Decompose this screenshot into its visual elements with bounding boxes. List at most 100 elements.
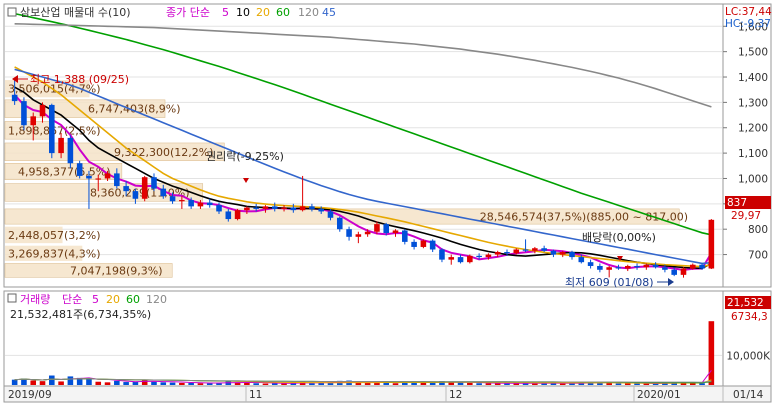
volume-bar-68	[643, 383, 650, 385]
candle-body-70	[662, 267, 668, 270]
candle-body-1	[21, 101, 27, 126]
volume-bar-54	[513, 383, 520, 385]
dividend-event-label: 배당락(0,00%)	[582, 231, 656, 244]
candle-body-64	[606, 267, 612, 270]
low-annotation: 최저 609 (01/08)	[565, 276, 674, 289]
volume-bar-49	[467, 382, 473, 385]
candle-body-23	[225, 211, 232, 220]
profile-bar-4	[4, 163, 123, 180]
volume-bar-61	[578, 382, 585, 385]
volume-bar-29	[281, 383, 287, 385]
x-label-last-date: 01/14	[733, 389, 764, 401]
volume-bar-52	[494, 383, 501, 385]
volume-bar-42	[402, 381, 408, 385]
volume-bar-30	[290, 383, 297, 385]
volume-bar-75	[708, 321, 715, 385]
volume-bar-57	[541, 383, 547, 385]
volume-bar-74	[699, 383, 705, 385]
candle-body-10	[104, 173, 111, 179]
volume-bar-6	[67, 376, 74, 385]
candle-body-34	[327, 211, 334, 218]
candle-body-22	[216, 205, 222, 212]
volume-bar-39	[374, 382, 380, 385]
candle-body-30	[290, 207, 297, 211]
candle-body-55	[522, 249, 529, 251]
volume-bar-63	[597, 382, 603, 385]
candle-body-21	[206, 202, 213, 206]
volume-bar-34	[327, 382, 334, 385]
candle-body-33	[318, 208, 324, 212]
volume-bar-13	[132, 381, 139, 385]
candle-body-46	[439, 249, 445, 260]
volume-bar-64	[606, 382, 612, 385]
candle-body-52	[494, 252, 501, 255]
chart-menu-icon[interactable]	[7, 7, 17, 17]
volume-bar-58	[550, 382, 557, 385]
candle-body-27	[262, 206, 269, 209]
high-arrow-head	[12, 75, 18, 83]
candle-body-69	[652, 264, 659, 268]
candle-body-47	[448, 257, 455, 260]
candle-body-54	[513, 249, 520, 254]
candle-body-8	[86, 175, 92, 179]
volume-bar-8	[86, 378, 92, 385]
ma-line-120	[14, 23, 712, 108]
candle-body-12	[123, 186, 129, 192]
candle-body-15	[151, 177, 157, 189]
candle-body-60	[569, 252, 575, 258]
profile-bar-7	[5, 226, 63, 244]
profile-bar-8	[5, 245, 83, 261]
ma-legend-60: 60	[276, 6, 290, 19]
volume-menu-icon[interactable]	[7, 293, 17, 303]
dividend-event-marker: 배당락(0,00%)	[582, 231, 656, 261]
volume-axis-ticks: 10,000K	[726, 350, 771, 362]
volume-bar-7	[76, 377, 83, 385]
candle-body-29	[281, 207, 287, 209]
volume-bar-46	[439, 381, 445, 385]
volume-bar-19	[188, 382, 194, 385]
ma-line-10	[14, 86, 712, 270]
candle-body-71	[671, 269, 677, 275]
volume-ma-legend-120: 120	[146, 293, 167, 306]
volume-bar-17	[169, 382, 176, 385]
candle-body-42	[402, 230, 408, 242]
candle-body-6	[67, 137, 74, 164]
volume-bar-10	[104, 382, 111, 385]
volume-bar-51	[485, 383, 492, 385]
volume-bar-59	[559, 383, 566, 385]
volume-bar-22	[216, 382, 222, 385]
lc-label: LC:37,44	[725, 6, 772, 18]
volume-bar-9	[95, 381, 102, 385]
volume-bar-27	[262, 383, 269, 385]
volume-bar-21	[206, 383, 213, 385]
candle-body-53	[504, 252, 510, 254]
volume-bar-62	[587, 382, 594, 385]
volume-bar-5	[58, 381, 64, 385]
volume-bar-70	[662, 382, 668, 385]
high-annotation-label: 최고 1,388 (09/25)	[30, 73, 129, 86]
volume-bar-14	[141, 380, 148, 385]
candle-body-24	[234, 210, 241, 220]
ma-legend-120: 120	[298, 6, 319, 19]
profile-bar-9	[4, 263, 173, 278]
volume-bar-25	[244, 382, 250, 385]
ma-line-60	[14, 12, 712, 236]
candle-body-17	[169, 196, 176, 202]
candle-body-28	[271, 206, 278, 209]
profile-label-3: 9,322,300(12,2%)	[114, 146, 214, 159]
candle-body-19	[188, 200, 194, 207]
volume-bar-11	[114, 380, 120, 385]
volume-bar-45	[429, 382, 436, 385]
candle-body-20	[197, 202, 204, 207]
volume-ma-legend-5: 5	[92, 293, 99, 306]
rights-event-marker: 권리락(-9,25%)	[206, 150, 284, 183]
candle-body-37	[355, 234, 362, 237]
time-axis-panel	[3, 385, 772, 403]
volume-bar-67	[634, 383, 640, 385]
volume-bar-43	[411, 382, 417, 385]
candle-body-50	[476, 255, 482, 258]
volume-bar-20	[197, 383, 204, 385]
volume-bar-4	[49, 375, 55, 385]
volume-moving-averages	[14, 369, 712, 385]
